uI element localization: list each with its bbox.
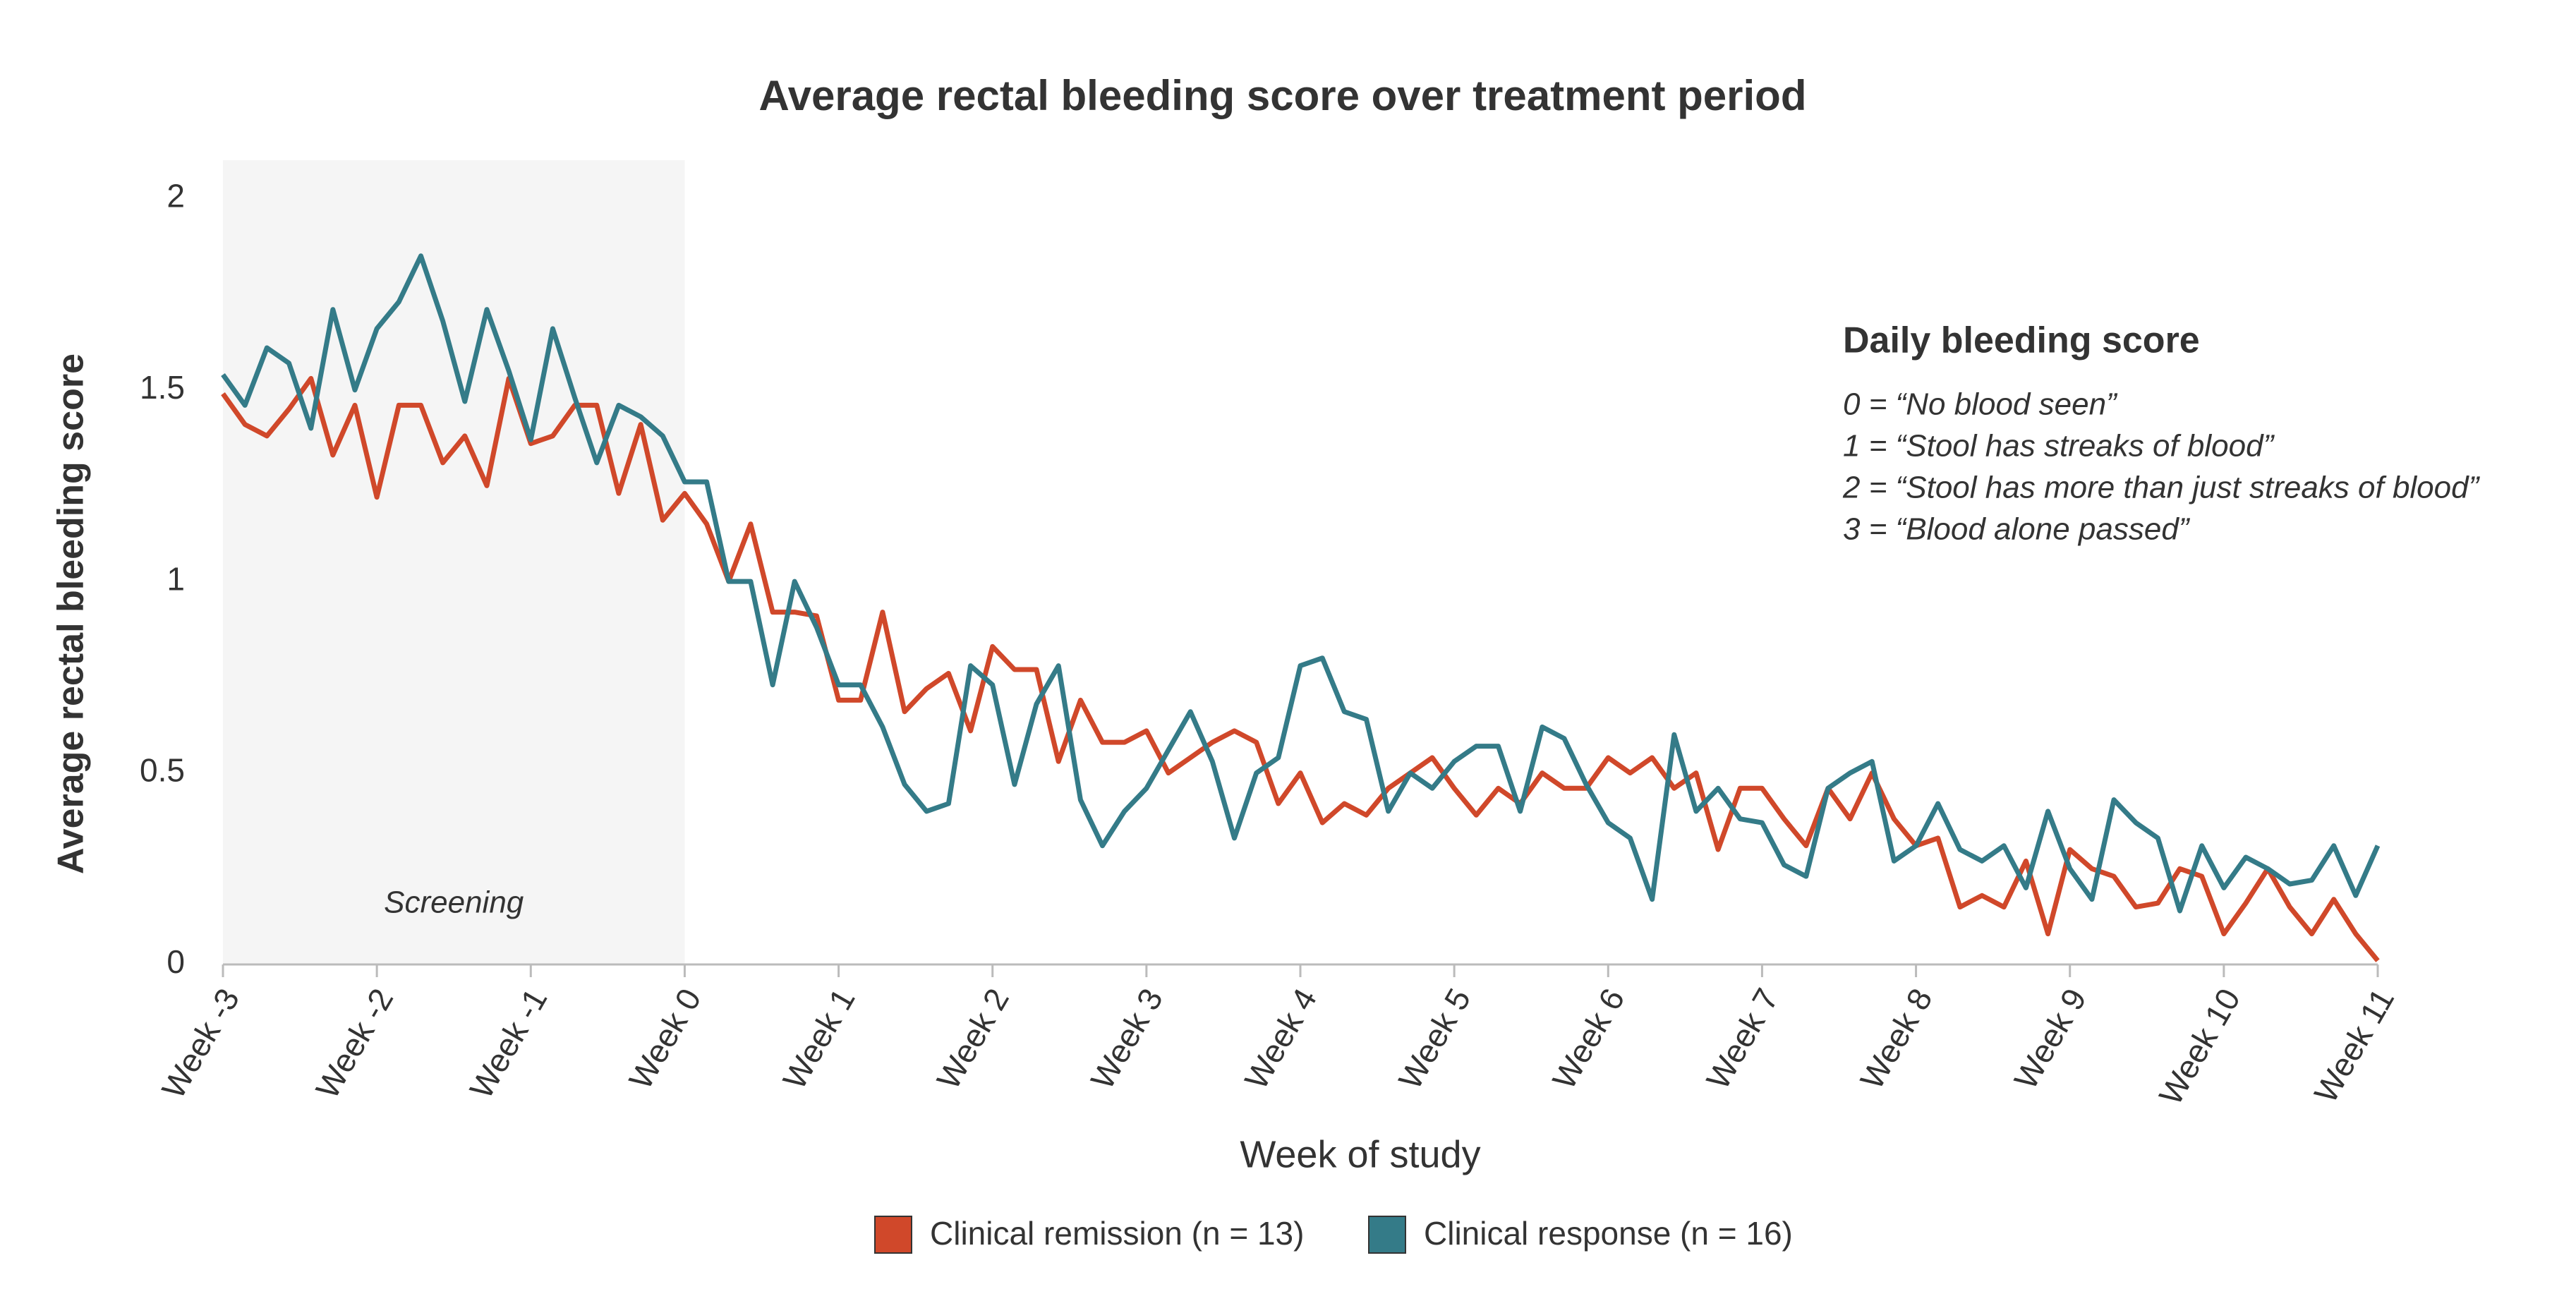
y-tick-label: 1.5 [140, 369, 185, 406]
annotation-line: 2 = “Stool has more than just streaks of… [1842, 471, 2481, 505]
x-tick-label: Week 1 [775, 982, 862, 1095]
annotation-line: 3 = “Blood alone passed” [1843, 512, 2191, 547]
series-line [221, 253, 2381, 914]
shaded-region-label: Screening [384, 885, 524, 920]
x-tick-label: Week 4 [1238, 982, 1324, 1095]
x-tick-label: Week 5 [1391, 982, 1478, 1095]
x-tick-label: Week -2 [308, 982, 400, 1105]
x-tick-label: Week 7 [1699, 982, 1786, 1095]
x-tick-label: Week -3 [155, 982, 246, 1105]
legend-swatch [874, 1216, 912, 1254]
shaded-region [223, 160, 685, 964]
x-tick-label: Week 10 [2152, 982, 2247, 1111]
annotation-line: 0 = “No blood seen” [1843, 387, 2118, 422]
chart-title: Average rectal bleeding score over treat… [759, 72, 1807, 119]
x-tick-label: Week 3 [1083, 982, 1170, 1095]
legend-swatch [1368, 1216, 1406, 1254]
legend-label: Clinical remission (n = 13) [930, 1215, 1304, 1252]
x-tick-label: Week 11 [2307, 982, 2402, 1109]
annotation-title: Daily bleeding score [1843, 320, 2200, 361]
y-tick-label: 2 [167, 177, 185, 214]
x-tick-label: Week -1 [462, 982, 554, 1105]
y-tick-label: 0.5 [140, 752, 185, 789]
x-tick-label: Week 6 [1545, 982, 1632, 1095]
legend-label: Clinical response (n = 16) [1424, 1215, 1793, 1252]
x-tick-label: Week 0 [622, 982, 708, 1095]
y-axis-title: Average rectal bleeding score [51, 353, 92, 874]
x-axis-title: Week of study [1240, 1133, 1480, 1175]
x-tick-label: Week 9 [2007, 982, 2093, 1095]
y-tick-label: 1 [167, 560, 185, 597]
x-tick-label: Week 8 [1853, 982, 1940, 1095]
y-tick-label: 0 [167, 943, 185, 980]
annotation-line: 1 = “Stool has streaks of blood” [1843, 429, 2275, 464]
x-tick-label: Week 2 [929, 982, 1016, 1095]
